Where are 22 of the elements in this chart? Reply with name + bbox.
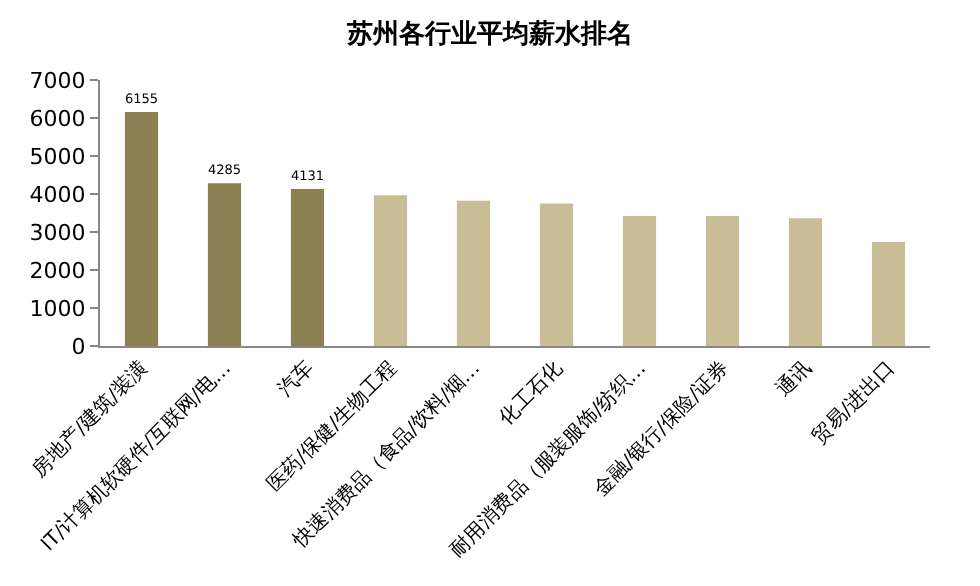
y-tick-label: 7000	[29, 67, 86, 94]
bar	[871, 241, 906, 346]
y-tick-label: 4000	[29, 181, 86, 208]
bar	[622, 216, 657, 346]
y-tick-label: 0	[71, 333, 86, 360]
x-tick-label: 汽车	[273, 356, 319, 402]
y-tick-label: 3000	[29, 219, 86, 246]
y-tick-label: 1000	[29, 295, 86, 322]
y-tick-label: 2000	[29, 257, 86, 284]
y-tick-label: 5000	[29, 143, 86, 170]
bar	[539, 203, 574, 346]
bar	[124, 112, 159, 346]
x-tick-label: 通讯	[771, 356, 817, 402]
bar	[373, 195, 408, 346]
bar	[290, 189, 325, 346]
bar	[207, 183, 242, 346]
bar	[705, 216, 740, 346]
bar	[788, 218, 823, 346]
bar	[456, 200, 491, 346]
chart-title: 苏州各行业平均薪水排名	[345, 17, 633, 50]
y-tick-label: 6000	[29, 105, 86, 132]
x-tick-label: 化工石化	[494, 356, 568, 430]
